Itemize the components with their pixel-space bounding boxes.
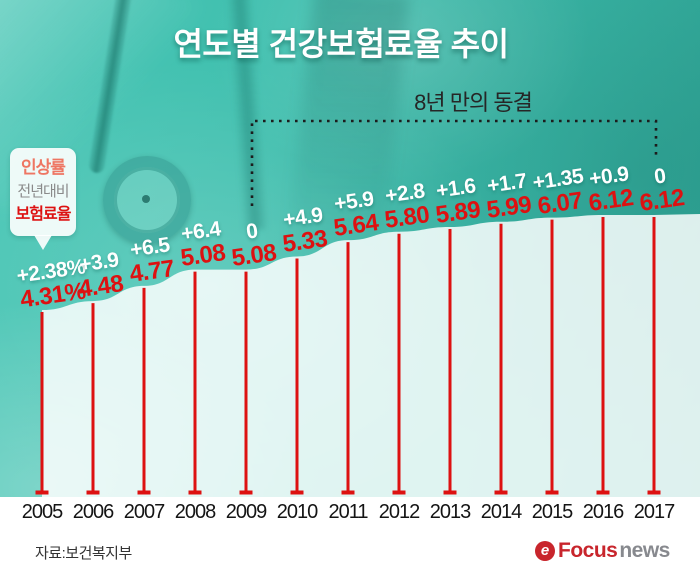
year-tick-2011: 2011 (328, 501, 368, 523)
area-chart (35, 119, 700, 497)
rate-label-2014: 5.99 (484, 190, 533, 224)
focus-news-emblem-icon: e (535, 541, 555, 561)
year-line-cap-2007 (137, 490, 151, 495)
year-tick-2017: 2017 (633, 501, 675, 523)
rate-label-2009: 5.08 (229, 238, 278, 272)
rate-label-2008: 5.08 (178, 238, 227, 272)
year-line-cap-2008 (188, 490, 202, 495)
year-tick-2006: 2006 (72, 501, 114, 523)
rate-label-2015: 6.07 (535, 186, 584, 220)
legend-bubble-tail (34, 235, 52, 250)
year-line-cap-2012 (392, 490, 406, 495)
year-tick-2008: 2008 (174, 501, 216, 523)
year-tick-2005: 2005 (21, 501, 63, 523)
page-title: 연도별 건강보험료율 추이 (173, 26, 509, 62)
year-tick-2016: 2016 (582, 501, 624, 523)
year-tick-2007: 2007 (123, 501, 165, 523)
rate-label-2006: 4.48 (76, 270, 125, 304)
year-line-cap-2015 (545, 490, 559, 495)
year-tick-2012: 2012 (378, 501, 420, 523)
year-tick-2010: 2010 (276, 501, 318, 523)
legend-yoy-label: 전년대비 (17, 183, 69, 200)
rate-label-2013: 5.89 (433, 196, 482, 230)
source-credit: 자료:보건복지부 (35, 545, 132, 562)
freeze-bracket-dotted-line (250, 119, 658, 206)
premium-rate-area (42, 213, 700, 497)
year-line-cap-2014 (494, 490, 508, 495)
legend-rate-label: 보험료율 (15, 206, 72, 223)
year-line-cap-2013 (443, 490, 457, 495)
year-tick-2013: 2013 (429, 501, 471, 523)
rate-label-2007: 4.77 (127, 254, 176, 288)
year-line-cap-2017 (647, 490, 661, 495)
year-line-cap-2011 (341, 490, 355, 495)
stethoscope-chestpiece-icon (103, 156, 191, 244)
chart-value-labels: +2.38% 4.31% +3.9 4.48 +6.5 4.77 +6.4 5.08 0 5.08… (15, 162, 686, 313)
rate-label-2011: 5.64 (331, 209, 380, 243)
legend-increase-label: 인상률 (21, 158, 66, 177)
year-line-cap-2006 (86, 490, 100, 495)
rate-label-2010: 5.33 (280, 225, 329, 259)
year-line-cap-2016 (596, 490, 610, 495)
year-line-cap-2005 (35, 490, 49, 495)
year-line-cap-2009 (239, 490, 253, 495)
year-tick-2014: 2014 (480, 501, 522, 523)
logo-news-text: news (619, 539, 670, 562)
year-line-cap-2010 (290, 490, 304, 495)
focus-news-logo: e Focus news (535, 539, 670, 563)
rate-label-2017: 6.12 (637, 183, 686, 217)
logo-focus-text: Focus (558, 539, 618, 562)
year-tick-2009: 2009 (225, 501, 267, 523)
freeze-annotation-label: 8년 만의 동결 (414, 90, 533, 115)
rate-label-2012: 5.80 (382, 200, 431, 234)
rate-label-2016: 6.12 (586, 183, 635, 217)
year-tick-2015: 2015 (531, 501, 573, 523)
x-axis-years: 2005 2006 2007 2008 2009 2010 2011 2012 2013 2014… (0, 497, 700, 527)
legend-bubble: 인상률 전년대비 보험료율 (10, 148, 76, 250)
